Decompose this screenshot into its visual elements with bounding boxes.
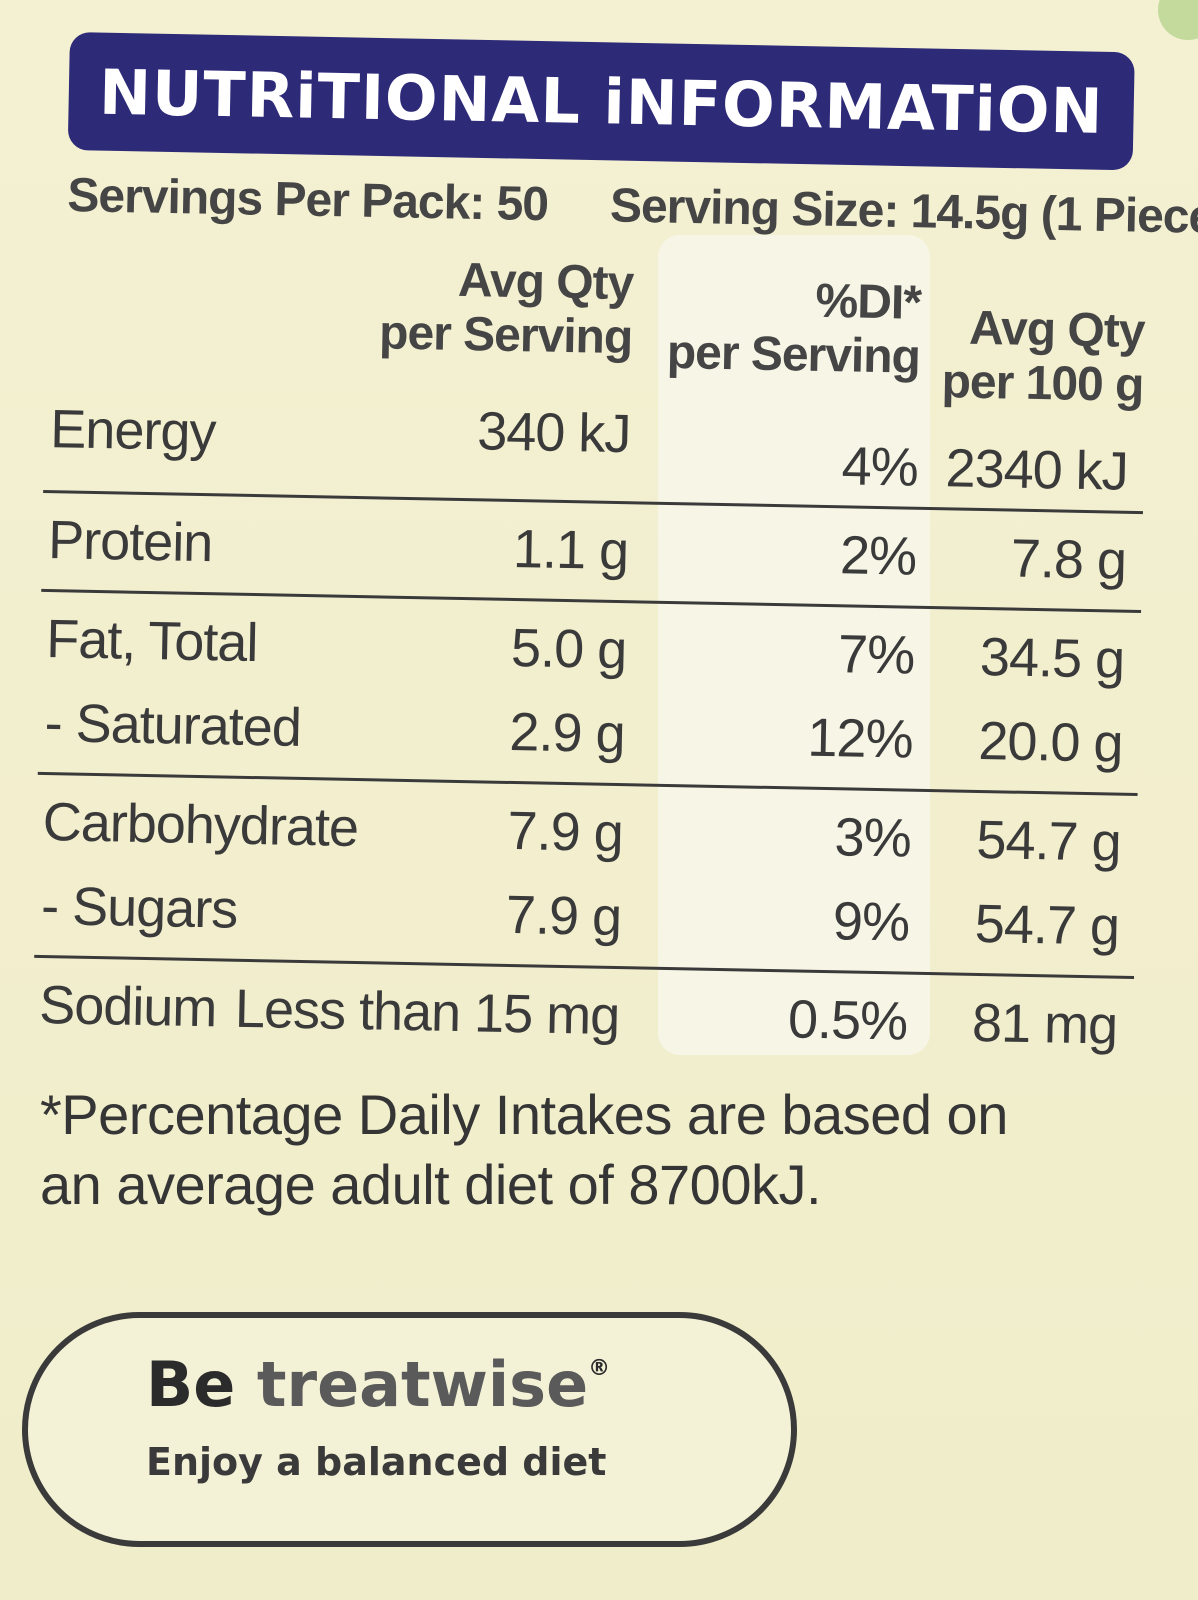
row-di: 0.5% bbox=[787, 989, 908, 1052]
treatwise-badge: Be treatwise® Enjoy a balanced diet bbox=[22, 1312, 797, 1547]
row-di: 4% bbox=[841, 436, 919, 498]
row-name: Fat, Total bbox=[45, 609, 259, 674]
di-column-highlight bbox=[658, 235, 930, 1055]
nutrition-table: Avg Qty per Serving %DI* per Serving Avg… bbox=[32, 240, 1147, 1069]
row-per-100g: 54.7 g bbox=[975, 809, 1122, 873]
row-di: 2% bbox=[839, 525, 917, 587]
row-di: 7% bbox=[837, 624, 915, 686]
header-di-per-serving: %DI* per Serving bbox=[666, 274, 922, 384]
row-per-serving: Less than 15 mg bbox=[234, 978, 620, 1047]
row-per-serving: 7.9 g bbox=[505, 884, 622, 948]
servings-per-pack: Servings Per Pack: 50 bbox=[66, 168, 549, 232]
row-per-100g: 54.7 g bbox=[974, 893, 1120, 957]
header-per-serving: Avg Qty per Serving bbox=[378, 253, 634, 365]
registered-mark: ® bbox=[588, 1356, 611, 1381]
title-banner: NUTRiTIONAL iNFORMATiON bbox=[67, 32, 1135, 171]
row-per-100g: 7.8 g bbox=[1010, 528, 1127, 591]
row-di: 12% bbox=[806, 707, 914, 770]
row-per-serving: 2.9 g bbox=[508, 701, 626, 765]
row-name: Protein bbox=[47, 510, 213, 574]
page-title: NUTRiTIONAL iNFORMATiON bbox=[98, 55, 1105, 148]
footnote: *Percentage Daily Intakes are based on a… bbox=[40, 1080, 1140, 1220]
row-per-serving: 7.9 g bbox=[507, 800, 624, 864]
treatwise-tagline: Enjoy a balanced diet bbox=[146, 1440, 607, 1484]
row-per-100g: 81 mg bbox=[971, 992, 1118, 1056]
footnote-line-1: *Percentage Daily Intakes are based on bbox=[40, 1083, 1008, 1146]
footnote-line-2: an average adult diet of 8700kJ. bbox=[40, 1153, 822, 1216]
row-per-serving: 340 kJ bbox=[476, 401, 631, 465]
table-row-protein: Protein 1.1 g 2% 7.8 g bbox=[41, 499, 1142, 604]
row-per-serving: 5.0 g bbox=[510, 617, 627, 681]
row-name: - Sugars bbox=[40, 875, 238, 940]
row-di: 9% bbox=[832, 891, 910, 953]
row-per-100g: 20.0 g bbox=[977, 710, 1124, 774]
treatwise-heading: Be treatwise® bbox=[146, 1348, 611, 1421]
row-per-100g: 2340 kJ bbox=[945, 438, 1129, 502]
row-per-serving: 1.1 g bbox=[512, 518, 629, 582]
table-header: Avg Qty per Serving %DI* per Serving Avg… bbox=[45, 240, 1148, 421]
row-per-100g: 34.5 g bbox=[979, 626, 1125, 690]
row-di: 3% bbox=[834, 807, 912, 869]
row-name: Carbohydrate bbox=[42, 792, 359, 859]
header-per-100g: Avg Qty per 100 g bbox=[941, 301, 1145, 413]
table-row-sodium: Sodium Less than 15 mg 0.5% 81 mg bbox=[32, 964, 1133, 1069]
row-name: Energy bbox=[49, 399, 217, 463]
row-name: Sodium bbox=[38, 974, 217, 1039]
servings-line: Servings Per Pack: 50 Serving Size: 14.5g… bbox=[66, 168, 1198, 244]
row-name: - Saturated bbox=[44, 693, 302, 758]
corner-decoration bbox=[1158, 0, 1198, 40]
